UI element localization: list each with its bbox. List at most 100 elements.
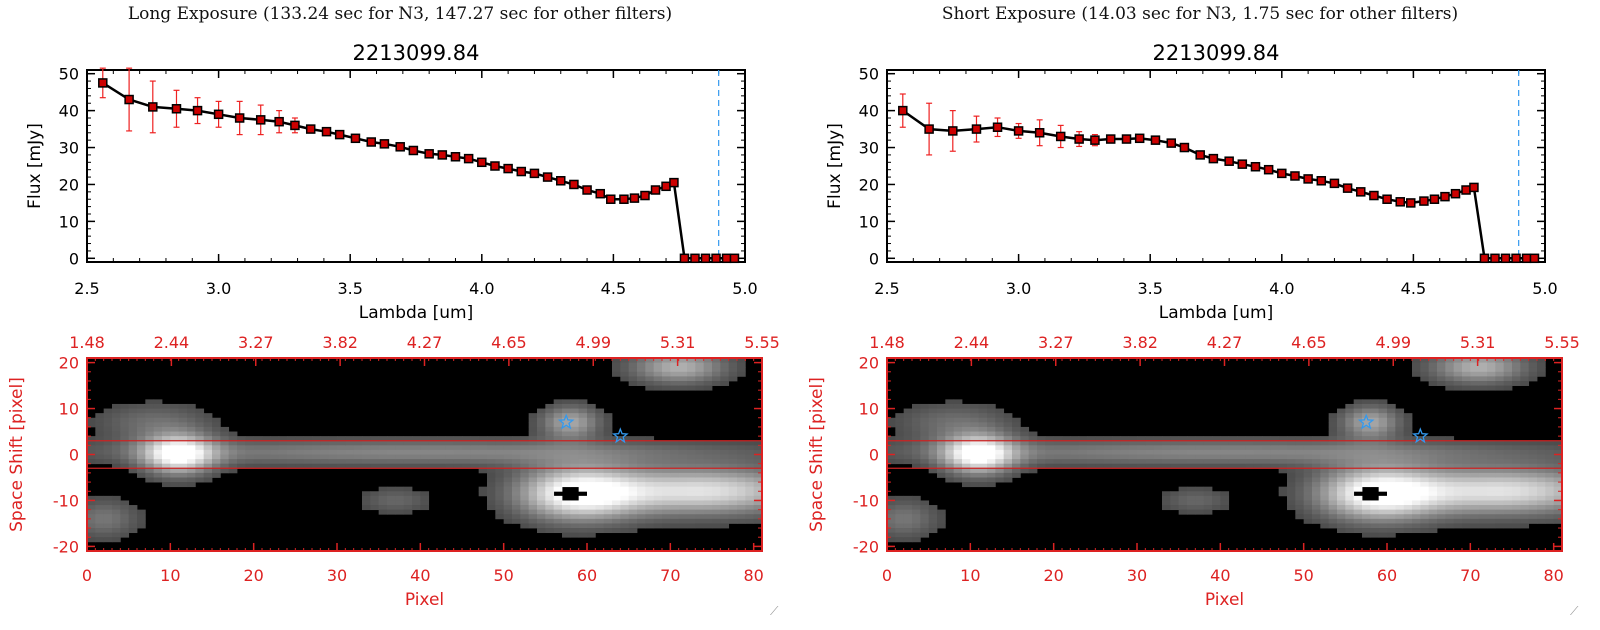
heatmap-cell — [1228, 440, 1238, 446]
resize-grip-icon[interactable]: ⟋ — [770, 604, 779, 618]
heatmap-cell — [903, 413, 913, 419]
heatmap-cell — [1037, 463, 1046, 469]
heatmap-cell — [662, 518, 671, 524]
heatmap-cell — [1220, 459, 1230, 465]
heatmap-cell — [1303, 495, 1313, 501]
heatmap-cell — [495, 505, 505, 511]
heatmap-cell — [1437, 472, 1446, 478]
heatmap-cell — [412, 436, 421, 442]
heatmap-cell — [378, 495, 388, 501]
heatmap-cell — [1003, 426, 1013, 432]
heatmap-cell — [1328, 523, 1338, 529]
heatmap-cell — [1428, 449, 1438, 455]
heatmap-cell — [1095, 445, 1105, 451]
heatmap-cell — [1020, 440, 1030, 446]
heatmap-cell — [1095, 449, 1105, 455]
heatmap-cell — [253, 454, 263, 460]
heatmap-cell — [1270, 440, 1280, 446]
lambda-tick-label: 2.44 — [954, 333, 990, 352]
heatmap-cell — [603, 477, 613, 483]
heatmap-cell — [1378, 440, 1388, 446]
heatmap-cell — [437, 459, 446, 465]
heatmap-cell — [920, 514, 930, 520]
heatmap-cell — [987, 472, 996, 478]
heatmap-cell — [937, 431, 946, 437]
heatmap-cell — [637, 459, 646, 465]
heatmap-cell — [978, 413, 988, 419]
heatmap-cell — [1553, 463, 1562, 469]
heatmap-cell — [678, 472, 688, 478]
heatmap-cell — [1112, 440, 1121, 446]
heatmap-cell — [678, 495, 688, 501]
heatmap-cell — [737, 440, 746, 446]
heatmap-cell — [1487, 468, 1496, 474]
x-tick-label: 5.0 — [732, 279, 757, 298]
heatmap-cell — [678, 482, 688, 488]
heatmap-cell — [295, 454, 305, 460]
heatmap-cell — [1103, 454, 1113, 460]
heatmap-cell — [703, 459, 713, 465]
heatmap-cell — [1528, 362, 1538, 368]
heatmap-cell — [1470, 459, 1480, 465]
heatmap-cell — [1262, 449, 1271, 455]
heatmap-cell — [570, 509, 580, 515]
heatmap-cell — [653, 362, 663, 368]
heatmap-cell — [1520, 491, 1530, 497]
heatmap-cell — [595, 468, 605, 474]
heatmap-cell — [1345, 472, 1355, 478]
heatmap-cell — [387, 486, 396, 492]
heatmap-cell — [112, 431, 121, 437]
heatmap-cell — [312, 440, 321, 446]
heatmap-cell — [1520, 472, 1530, 478]
heatmap-cell — [1495, 477, 1505, 483]
heatmap-cell — [1512, 523, 1521, 529]
heatmap-cell — [545, 505, 555, 511]
heatmap-cell — [753, 491, 762, 497]
flux-point — [992, 122, 1003, 132]
heatmap-cell — [1328, 482, 1338, 488]
heatmap-cell — [737, 486, 746, 492]
heatmap-cell — [1420, 459, 1430, 465]
heatmap-cell — [745, 486, 755, 492]
heatmap-cell — [695, 385, 705, 391]
heatmap-cell — [637, 371, 646, 377]
resize-grip-icon[interactable]: ⟋ — [1570, 604, 1579, 618]
heatmap-cell — [920, 532, 930, 538]
heatmap-cell — [1487, 505, 1496, 511]
heatmap-cell — [1453, 459, 1463, 465]
heatmap-cell — [687, 463, 696, 469]
heatmap-cell — [203, 422, 213, 428]
heatmap-cell — [103, 459, 113, 465]
heatmap-cell — [703, 445, 713, 451]
heatmap-cell — [662, 358, 671, 363]
heatmap-cell — [178, 459, 188, 465]
heatmap-cell — [1170, 440, 1180, 446]
heatmap-cell — [170, 440, 180, 446]
heatmap-cell — [1495, 454, 1505, 460]
heatmap-cell — [1453, 486, 1463, 492]
heatmap-cell — [145, 422, 155, 428]
heatmap-cell — [170, 482, 180, 488]
heatmap-cell — [270, 436, 280, 442]
heatmap-cell — [1420, 477, 1430, 483]
heatmap-cell — [228, 463, 238, 469]
heatmap-cell — [1428, 468, 1438, 474]
heatmap-cell — [1495, 358, 1505, 363]
heatmap-cell — [1203, 495, 1213, 501]
heatmap-cell — [653, 371, 663, 377]
heatmap-cell — [537, 431, 546, 437]
flux-point — [1208, 153, 1219, 164]
heatmap-cell — [1162, 505, 1171, 511]
heatmap-cell — [120, 514, 130, 520]
heatmap-cell — [103, 445, 113, 451]
heatmap-cell — [287, 454, 296, 460]
heatmap-cell — [153, 417, 163, 423]
heatmap-cell — [1537, 454, 1546, 460]
heatmap-cell — [220, 426, 230, 432]
heatmap-cell — [1437, 518, 1446, 524]
heatmap-cell — [545, 528, 555, 534]
heatmap-cell — [478, 449, 488, 455]
spectrum-frame — [886, 69, 1546, 263]
heatmap-cell — [1478, 362, 1488, 368]
heatmap-cell — [1395, 523, 1405, 529]
